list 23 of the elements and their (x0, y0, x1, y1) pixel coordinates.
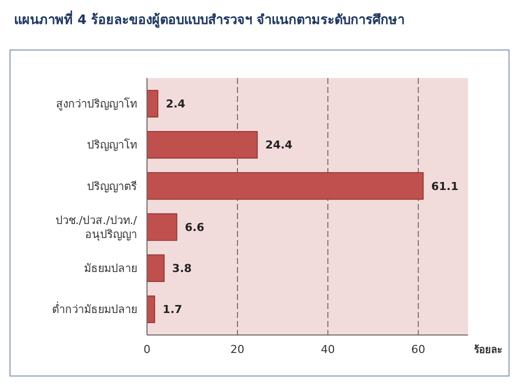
x-tick-label: 40 (320, 343, 335, 356)
y-tick-label: ต่ำกว่ามัธยมปลาย (52, 301, 137, 316)
x-tick-label: 60 (411, 343, 426, 356)
data-label: 3.8 (172, 262, 192, 276)
y-tick-label: ปริญญาโท (87, 138, 137, 152)
data-label: 2.4 (166, 98, 186, 111)
x-tick-label: 20 (230, 343, 244, 356)
x-axis-title: ร้อยละ (474, 344, 502, 356)
data-label: 24.4 (265, 138, 293, 152)
x-tick-label: 0 (144, 343, 150, 356)
bar (146, 172, 424, 200)
data-label: 1.7 (162, 303, 182, 316)
y-tick-label: ปวช./ปวส./ปวท./ อนุปริญญา (55, 214, 138, 241)
chart-title: แผนภาพที่ 4 ร้อยละของผู้ตอบแบบสำรวจฯ จำแนกตามระดับการศึกษา (14, 10, 405, 28)
data-label: 6.6 (184, 220, 205, 234)
data-label: 61.1 (431, 180, 458, 193)
bar (146, 254, 165, 282)
bar (146, 90, 158, 118)
y-tick-label: มัธยมปลาย (84, 262, 137, 276)
bar (146, 213, 178, 241)
y-tick-label: ปริญญาตรี (87, 180, 137, 193)
bar (146, 131, 258, 159)
y-tick-label: สูงกว่าปริญญาโท (56, 96, 137, 111)
